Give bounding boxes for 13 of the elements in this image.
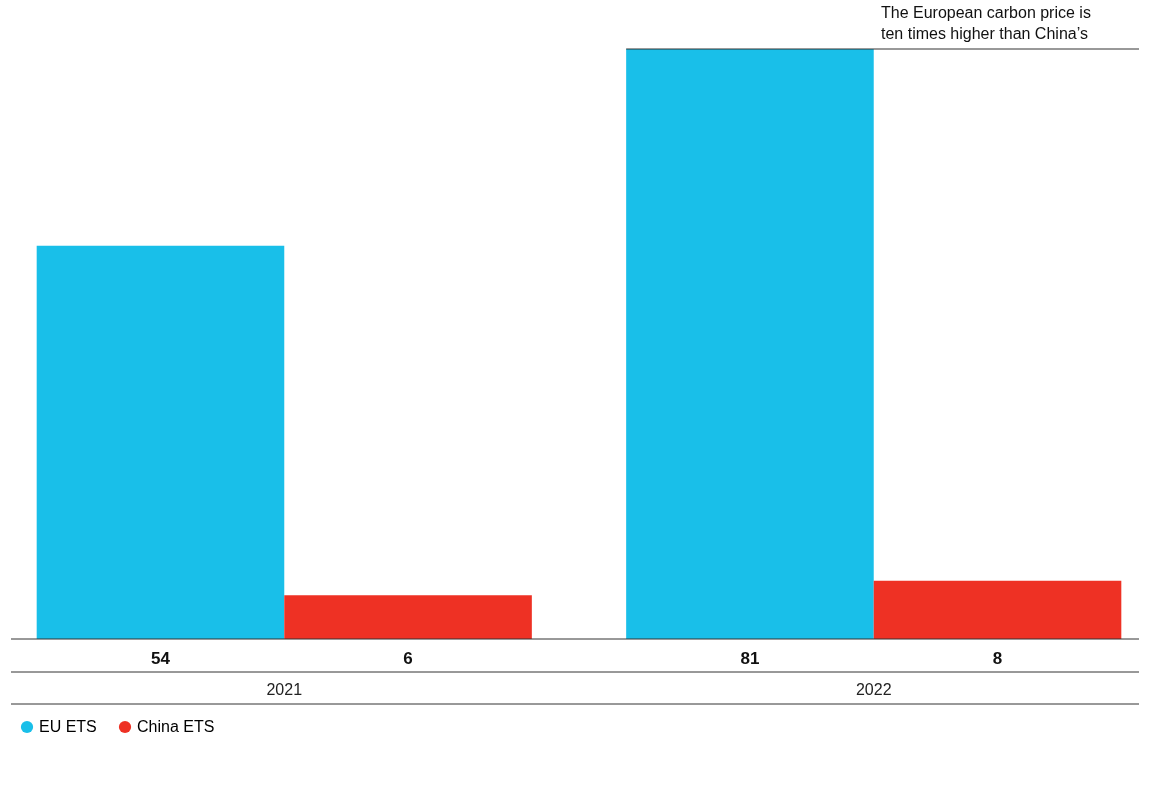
data-label: 81 bbox=[740, 649, 760, 668]
annotation: The European carbon price is ten times higher than China’s bbox=[881, 4, 1091, 42]
legend-label: EU ETS bbox=[39, 718, 97, 735]
bar bbox=[873, 580, 1122, 639]
data-label: 54 bbox=[151, 649, 171, 668]
legend-label: China ETS bbox=[137, 718, 215, 735]
bar bbox=[284, 595, 532, 639]
bar bbox=[36, 245, 285, 639]
data-label: 6 bbox=[403, 649, 413, 668]
x-tick-label: 2021 bbox=[266, 680, 303, 698]
bar bbox=[626, 49, 874, 639]
x-tick-label: 2022 bbox=[855, 680, 892, 698]
data-label: 8 bbox=[992, 649, 1003, 668]
